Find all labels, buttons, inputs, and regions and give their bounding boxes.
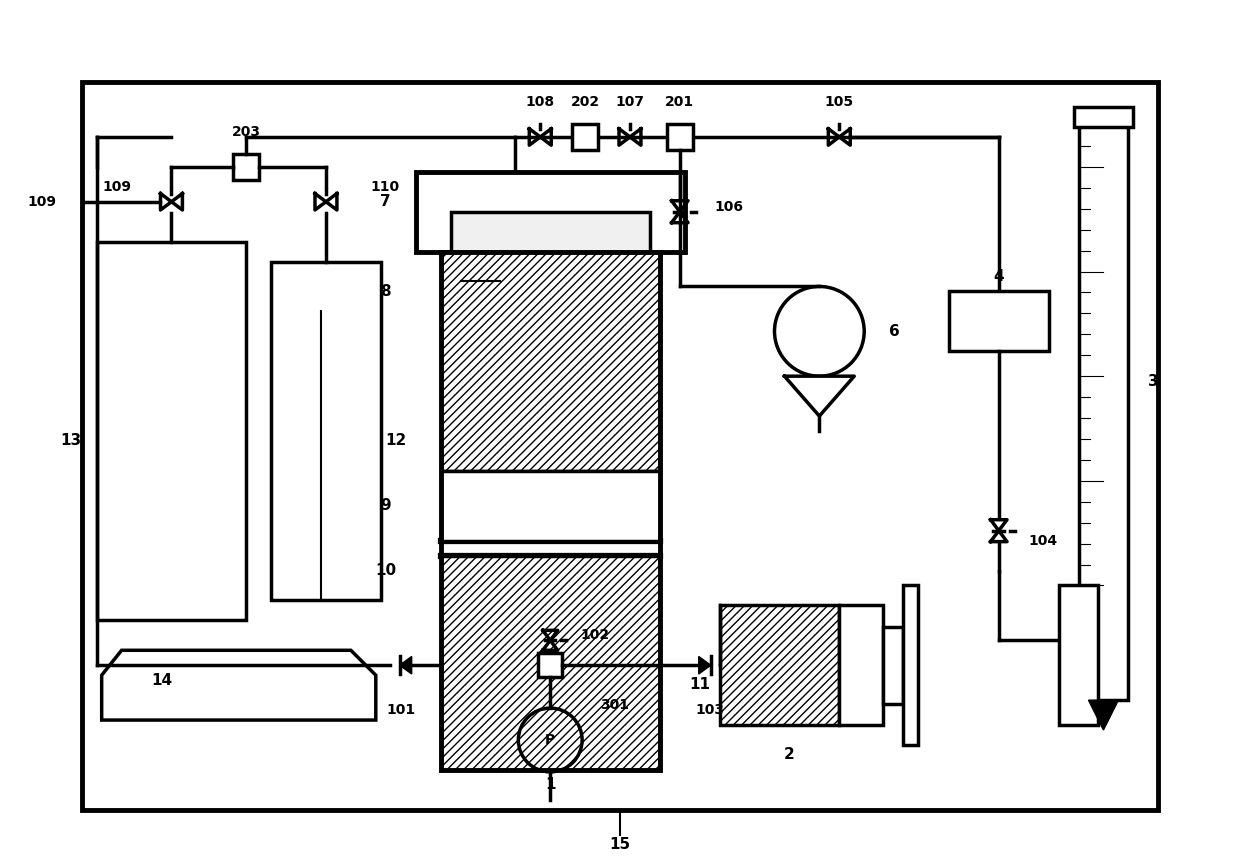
Bar <box>667 124 693 150</box>
Bar <box>538 653 562 678</box>
Bar <box>1059 585 1099 725</box>
Text: 109: 109 <box>103 180 131 194</box>
Text: 15: 15 <box>609 837 631 852</box>
Text: 301: 301 <box>600 698 629 712</box>
Text: 2: 2 <box>784 747 795 763</box>
Text: 203: 203 <box>232 125 260 139</box>
Text: 102: 102 <box>580 629 609 642</box>
Text: 105: 105 <box>825 95 854 109</box>
Text: 109: 109 <box>27 195 57 208</box>
Text: 14: 14 <box>151 672 172 688</box>
Polygon shape <box>699 656 711 674</box>
Text: 3: 3 <box>1148 374 1159 388</box>
Bar <box>82 82 1158 810</box>
Text: 202: 202 <box>570 95 600 109</box>
Text: 10: 10 <box>376 563 397 578</box>
Text: 11: 11 <box>689 677 711 691</box>
Text: 103: 103 <box>696 703 724 717</box>
Text: 4: 4 <box>993 269 1004 284</box>
Bar <box>1079 122 1128 700</box>
Bar <box>1074 107 1133 127</box>
Bar <box>233 154 259 180</box>
Text: 8: 8 <box>381 284 391 299</box>
Text: 104: 104 <box>1029 534 1058 548</box>
Text: 110: 110 <box>371 180 401 194</box>
Bar <box>839 605 883 725</box>
Text: 201: 201 <box>665 95 694 109</box>
Bar <box>440 251 660 471</box>
Polygon shape <box>785 376 854 416</box>
Text: 7: 7 <box>381 195 391 209</box>
Bar <box>440 251 660 770</box>
Polygon shape <box>1089 700 1118 730</box>
Polygon shape <box>102 650 376 720</box>
Text: 9: 9 <box>381 499 391 513</box>
Bar <box>440 471 660 541</box>
Bar <box>272 262 381 600</box>
Bar <box>572 124 598 150</box>
Text: P: P <box>546 733 556 747</box>
Bar <box>949 292 1049 351</box>
Bar <box>719 605 839 725</box>
Text: 6: 6 <box>889 324 900 339</box>
Text: 101: 101 <box>386 703 415 717</box>
Bar <box>440 555 660 770</box>
Text: 107: 107 <box>615 95 645 109</box>
Bar <box>415 172 684 251</box>
Bar <box>97 242 247 621</box>
Bar <box>903 585 918 745</box>
Text: 13: 13 <box>61 433 82 449</box>
Text: 108: 108 <box>526 95 554 109</box>
Text: 1: 1 <box>544 777 556 792</box>
Polygon shape <box>399 656 412 674</box>
Bar <box>450 212 650 251</box>
Text: 12: 12 <box>386 433 407 449</box>
Bar <box>883 627 903 703</box>
Text: 106: 106 <box>714 200 744 214</box>
